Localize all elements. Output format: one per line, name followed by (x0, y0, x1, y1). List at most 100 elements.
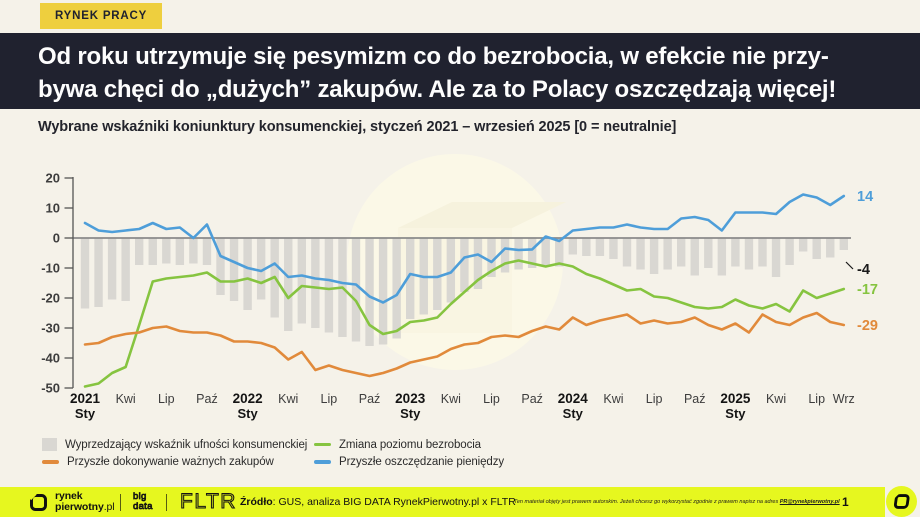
bar (202, 238, 212, 265)
bar (514, 238, 523, 270)
bar (297, 238, 306, 324)
bar (609, 238, 618, 259)
logo-word-rynek: rynek (55, 489, 83, 502)
bar (406, 238, 415, 319)
bar (826, 238, 835, 258)
x-tick-label: Lip (808, 392, 825, 406)
bar (392, 238, 401, 339)
bar (487, 238, 496, 277)
disclaimer-email-link[interactable]: PR@rynekpierwotny.pl (779, 499, 840, 505)
y-tick-label: -50 (41, 381, 60, 396)
bar (771, 238, 781, 277)
logo-word-pierwotny: pierwotny (55, 501, 104, 513)
bar (121, 238, 130, 301)
chart-subtitle: Wybrane wskaźniki koniunktury konsumenck… (38, 119, 677, 135)
green-line-swatch-icon (314, 442, 331, 447)
x-tick-sublabel: Sty (237, 406, 258, 421)
bar (839, 238, 848, 250)
bar (460, 238, 469, 292)
x-tick-label: Kwi (116, 392, 136, 406)
orange-line-swatch-icon (42, 460, 59, 464)
logo-word-fltr: FLTR (180, 490, 237, 514)
x-tick-label: 2023 (395, 391, 426, 406)
bar (148, 238, 157, 265)
series-line (83, 311, 846, 378)
footer-bar: rynek pierwotny.pl big data FLTR Źródło:… (0, 487, 885, 517)
bar (568, 238, 577, 255)
x-tick-label: Kwi (766, 392, 786, 406)
footer-divider (166, 487, 167, 517)
y-tick-label: -30 (41, 321, 60, 336)
rynekpierwotny-mark-icon (892, 492, 910, 509)
bar (473, 238, 483, 289)
x-tick-sublabel: Sty (75, 406, 96, 421)
x-tick-label: Paź (521, 392, 543, 406)
blue-line-swatch-icon (314, 460, 331, 464)
watermark-cube-front (398, 228, 512, 333)
bar (731, 238, 740, 267)
y-tick-label: 20 (46, 171, 60, 186)
legend-label: Przyszłe dokonywanie ważnych zakupów (67, 456, 274, 468)
x-tick-label: Lip (321, 392, 338, 406)
bar (446, 238, 456, 303)
legend-item-major-purchases: Przyszłe dokonywanie ważnych zakupów (42, 456, 314, 468)
legend-label: Wyprzedzający wskaźnik ufności konsumenc… (65, 438, 308, 451)
y-tick-label: -10 (41, 261, 60, 276)
bar (324, 238, 334, 333)
rynekpierwotny-logo-icon (28, 487, 49, 517)
bar (365, 238, 374, 346)
legend-label: Zmiana poziomu bezrobocia (339, 438, 481, 451)
bar (107, 238, 117, 300)
x-tick-sublabel: Sty (563, 406, 584, 421)
bar (704, 238, 713, 268)
bar (812, 238, 821, 259)
bar (677, 238, 686, 267)
bar (229, 238, 239, 301)
x-tick-label: Paź (359, 392, 381, 406)
bar (744, 238, 754, 270)
bar (690, 238, 699, 276)
corner-logo-badge (886, 486, 917, 517)
y-tick-label: 0 (53, 231, 60, 246)
source-text: : GUS, analiza BIG DATA RynekPierwotny.p… (272, 496, 516, 508)
series-line (83, 193, 846, 304)
x-tick-label: Lip (158, 392, 175, 406)
source-label: Źródło (240, 496, 273, 508)
legend-item-savings: Przyszłe oszczędzanie pieniędzy (314, 456, 504, 468)
logo-suffix-pl: .pl (103, 501, 115, 513)
x-tick-label: Kwi (603, 392, 623, 406)
bar (500, 238, 510, 273)
x-tick-sublabel: Sty (400, 406, 421, 421)
bar (94, 238, 103, 307)
y-tick-label: -40 (41, 351, 60, 366)
series-end-label: -17 (857, 282, 878, 298)
bar (541, 238, 550, 267)
bar (175, 238, 185, 265)
bar (216, 238, 225, 295)
bar-swatch-icon (42, 438, 57, 451)
bar (663, 238, 672, 270)
section-badge: RYNEK PRACY (40, 3, 163, 29)
footer-divider (120, 487, 121, 517)
x-tick-label: 2025 (720, 391, 751, 406)
bar (270, 238, 279, 318)
x-tick-sublabel: Sty (725, 406, 746, 421)
series-end-label: -4 (857, 262, 870, 278)
bar (284, 238, 293, 331)
bar (351, 238, 361, 342)
bar (338, 238, 347, 337)
source-note: Źródło: GUS, analiza BIG DATA RynekPierw… (240, 487, 516, 517)
bar (622, 238, 632, 267)
x-tick-label: Kwi (278, 392, 298, 406)
x-tick-label: Paź (196, 392, 218, 406)
bar (256, 238, 266, 300)
x-tick-label: 2024 (558, 391, 589, 406)
bar (80, 238, 90, 309)
bar (243, 238, 252, 310)
bar (582, 238, 591, 256)
x-tick-label: Kwi (441, 392, 461, 406)
bigdata-logo: big data (133, 487, 153, 517)
bar (433, 238, 442, 310)
bar (649, 238, 659, 274)
y-tick-label: 10 (46, 201, 60, 216)
